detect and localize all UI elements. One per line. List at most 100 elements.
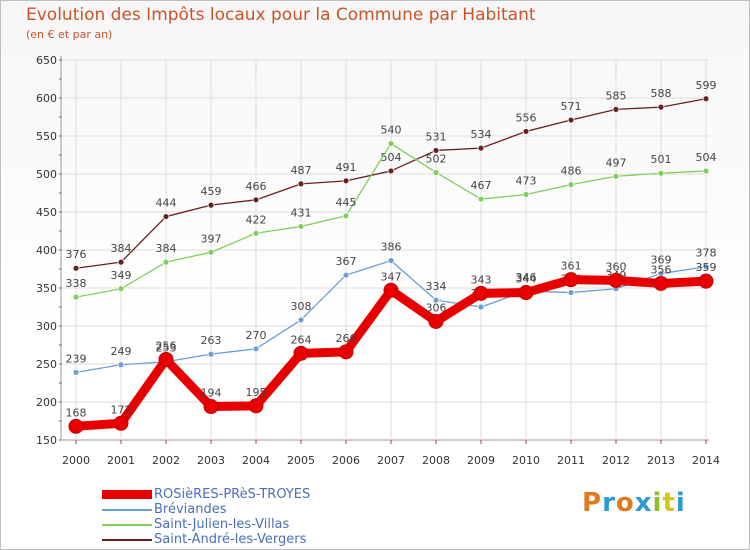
data-point	[387, 257, 395, 265]
chart-subtitle: (en € et par an)	[26, 28, 113, 41]
data-label: 504	[381, 151, 402, 164]
data-label: 266	[336, 332, 357, 345]
data-point	[342, 177, 350, 185]
x-tick-label: 2011	[557, 454, 585, 467]
x-tick-label: 2007	[377, 454, 405, 467]
data-label: 369	[651, 254, 672, 267]
x-tick-label: 2005	[287, 454, 315, 467]
y-tick-label: 200	[36, 396, 57, 409]
x-tick-label: 2014	[692, 454, 720, 467]
legend-swatch	[102, 524, 152, 526]
data-label: 172	[111, 403, 132, 416]
logo-letter: P	[582, 488, 603, 518]
x-tick-label: 2009	[467, 454, 495, 467]
data-label: 356	[651, 263, 672, 276]
data-point	[653, 275, 669, 291]
data-point	[207, 248, 215, 256]
data-point	[522, 128, 530, 135]
legend-label: Bréviandes	[154, 502, 227, 517]
data-label: 264	[291, 333, 312, 346]
data-label: 534	[471, 128, 492, 141]
data-point	[522, 191, 530, 198]
data-point	[207, 201, 215, 209]
data-point	[252, 345, 260, 353]
data-label: 556	[516, 111, 537, 124]
data-point	[252, 229, 260, 237]
proxiti-logo: Proxiti	[582, 488, 686, 518]
data-point	[612, 172, 620, 180]
data-label: 343	[471, 273, 492, 286]
logo-letter: o	[615, 488, 635, 518]
data-label: 334	[426, 280, 447, 293]
data-label: 571	[561, 100, 582, 113]
logo-letter: i	[652, 488, 663, 518]
data-label: 249	[111, 345, 132, 358]
x-tick-label: 2004	[242, 454, 270, 467]
data-point	[297, 180, 305, 188]
x-tick-label: 2008	[422, 454, 450, 467]
logo-letter: r	[602, 488, 616, 518]
data-label: 349	[111, 269, 132, 282]
data-point	[657, 103, 665, 111]
data-label: 444	[156, 197, 177, 210]
data-label: 422	[246, 213, 267, 226]
data-point	[252, 196, 260, 204]
y-tick-label: 400	[36, 244, 57, 257]
x-tick-label: 2002	[152, 454, 180, 467]
data-point	[203, 399, 219, 415]
data-point	[563, 272, 579, 288]
data-point	[248, 398, 264, 414]
data-point	[702, 95, 710, 103]
data-label: 253	[156, 342, 177, 355]
data-label: 431	[291, 206, 312, 219]
data-point	[117, 361, 125, 369]
data-label: 466	[246, 180, 267, 193]
data-point	[657, 169, 665, 177]
y-tick-label: 450	[36, 206, 57, 219]
data-point	[702, 263, 710, 271]
data-point	[338, 344, 354, 360]
data-label: 502	[426, 152, 447, 165]
data-label: 384	[156, 242, 177, 255]
data-label: 367	[336, 255, 357, 268]
data-label: 445	[336, 196, 357, 209]
data-point	[567, 289, 575, 296]
data-label: 585	[606, 89, 627, 102]
data-label: 378	[696, 247, 717, 260]
y-tick-label: 150	[36, 434, 57, 447]
data-label: 501	[651, 153, 672, 166]
data-label: 308	[291, 300, 312, 313]
x-tick-label: 2013	[647, 454, 675, 467]
data-point	[473, 285, 489, 301]
data-label: 599	[696, 79, 717, 92]
legend-swatch	[102, 539, 152, 541]
data-label: 359	[696, 261, 717, 274]
data-point	[608, 272, 624, 288]
data-label: 376	[66, 248, 87, 261]
data-label: 239	[66, 352, 87, 365]
y-tick-label: 600	[36, 92, 57, 105]
x-tick-label: 2000	[62, 454, 90, 467]
data-point	[432, 147, 440, 154]
data-label: 195	[246, 386, 267, 399]
data-label: 194	[201, 387, 222, 400]
data-label: 270	[246, 329, 267, 342]
data-label: 397	[201, 232, 222, 245]
data-point	[117, 285, 125, 293]
data-label: 306	[426, 301, 447, 314]
data-point	[162, 258, 170, 266]
data-label: 531	[426, 130, 447, 143]
data-point	[342, 212, 350, 220]
x-tick-label: 2003	[197, 454, 225, 467]
x-tick-label: 2010	[512, 454, 540, 467]
data-label: 473	[516, 175, 537, 188]
data-label: 467	[471, 179, 492, 192]
x-tick-label: 2001	[107, 454, 135, 467]
y-tick-label: 300	[36, 320, 57, 333]
data-point	[432, 169, 440, 176]
chart-title: Evolution des Impôts locaux pour la Comm…	[26, 5, 536, 25]
data-point	[207, 350, 215, 358]
data-point	[612, 106, 620, 113]
